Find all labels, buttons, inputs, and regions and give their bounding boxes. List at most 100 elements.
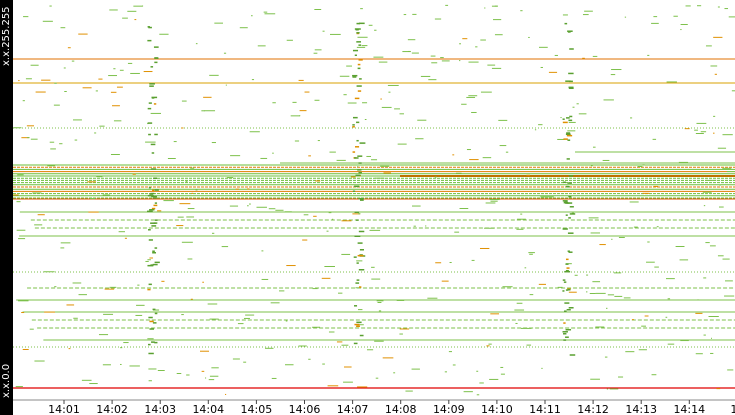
y-axis-bar: [0, 0, 13, 415]
cluster-dot: [354, 235, 361, 237]
cluster-dot: [564, 270, 571, 273]
cluster-dot: [563, 339, 567, 341]
cluster-dot: [568, 307, 574, 309]
cluster-dot: [568, 80, 573, 83]
cluster-dot: [148, 239, 153, 241]
cluster-dot: [151, 195, 157, 198]
cluster-dot: [565, 336, 569, 338]
x-tick-label: 14:11: [529, 403, 561, 415]
cluster-dot: [152, 263, 158, 266]
cluster-dot: [356, 279, 360, 281]
cluster-dot: [150, 143, 156, 146]
cluster-dot: [151, 96, 158, 99]
cluster-dot: [352, 116, 358, 119]
cluster-dot: [355, 282, 360, 284]
cluster-dot: [352, 190, 356, 192]
cluster-dot: [153, 46, 159, 48]
x-tick-label: 14:05: [241, 403, 273, 415]
x-tick-label: 14: [730, 403, 735, 415]
cluster-dot: [147, 210, 153, 213]
cluster-dot: [354, 185, 360, 188]
cluster-dot: [567, 182, 572, 184]
cluster-dot: [147, 122, 153, 124]
cluster-dot: [357, 242, 363, 244]
cluster-dot: [356, 85, 362, 87]
cluster-dot: [357, 90, 362, 92]
cluster-dot: [154, 341, 158, 344]
cluster-dot: [562, 290, 565, 292]
cluster-dot: [354, 323, 360, 326]
cluster-dot: [152, 251, 157, 254]
cluster-dot: [150, 222, 156, 224]
cluster-dot: [568, 217, 571, 219]
cluster-dot: [566, 134, 573, 137]
cluster-dot: [566, 267, 570, 269]
cluster-dot: [356, 32, 360, 34]
cluster-dot: [147, 288, 151, 291]
cluster-dot: [151, 225, 157, 227]
cluster-dot: [358, 162, 362, 164]
x-tick-label: 14:10: [481, 403, 513, 415]
cluster-dot: [359, 286, 362, 288]
cluster-dot: [565, 263, 569, 265]
cluster-dot: [354, 97, 360, 100]
cluster-dot: [357, 169, 362, 171]
cluster-dot: [563, 322, 566, 324]
cluster-dot: [358, 44, 362, 46]
cluster-dot: [567, 139, 571, 141]
cluster-dot: [151, 207, 156, 210]
cluster-dot: [148, 186, 151, 189]
cluster-dot: [356, 325, 360, 328]
cluster-dot: [148, 352, 154, 355]
cluster-dot: [355, 29, 359, 31]
cluster-dot: [148, 283, 152, 286]
x-tick-label: 14:14: [673, 403, 705, 415]
cluster-dot: [147, 264, 154, 267]
cluster-dot: [352, 151, 356, 153]
cluster-dot: [567, 186, 570, 188]
cluster-dot: [562, 121, 568, 124]
cluster-dot: [358, 269, 365, 271]
cluster-dot: [568, 251, 573, 253]
x-tick-label: 14:06: [289, 403, 321, 415]
cluster-dot: [563, 138, 568, 140]
cluster-dot: [352, 126, 355, 128]
cluster-dot: [564, 302, 570, 304]
cluster-dot: [352, 74, 358, 77]
cluster-dot: [151, 152, 155, 154]
cluster-dot: [356, 22, 360, 25]
cluster-dot: [356, 139, 359, 142]
cluster-dot: [151, 341, 155, 343]
cluster-dot: [352, 124, 355, 126]
cluster-dot: [567, 288, 571, 291]
cluster-dot: [566, 308, 571, 311]
cluster-dot: [359, 334, 364, 337]
cluster-dot: [148, 229, 151, 231]
cluster-dot: [566, 158, 570, 160]
cluster-dot: [149, 85, 154, 87]
cluster-dot: [152, 197, 157, 199]
cluster-dot: [568, 175, 574, 177]
cluster-dot: [154, 261, 160, 264]
cluster-dot: [152, 250, 155, 252]
cluster-dot: [565, 328, 572, 331]
cluster-dot: [569, 213, 576, 215]
cluster-dot: [154, 202, 158, 204]
cluster-dot: [568, 195, 572, 198]
x-tick-label: 14:12: [577, 403, 609, 415]
cluster-dot: [569, 206, 574, 208]
cluster-dot: [565, 214, 568, 216]
cluster-dot: [152, 189, 155, 192]
cluster-dot: [358, 171, 362, 174]
cluster-dot: [148, 316, 153, 319]
cluster-dot: [149, 320, 154, 323]
cluster-dot: [352, 76, 357, 78]
cluster-dot: [562, 118, 565, 120]
cluster-dot: [153, 177, 158, 180]
x-tick-label: 14:02: [96, 403, 128, 415]
cluster-dot: [563, 333, 567, 335]
x-tick-label: 14:07: [337, 403, 369, 415]
cluster-dot: [359, 249, 364, 251]
